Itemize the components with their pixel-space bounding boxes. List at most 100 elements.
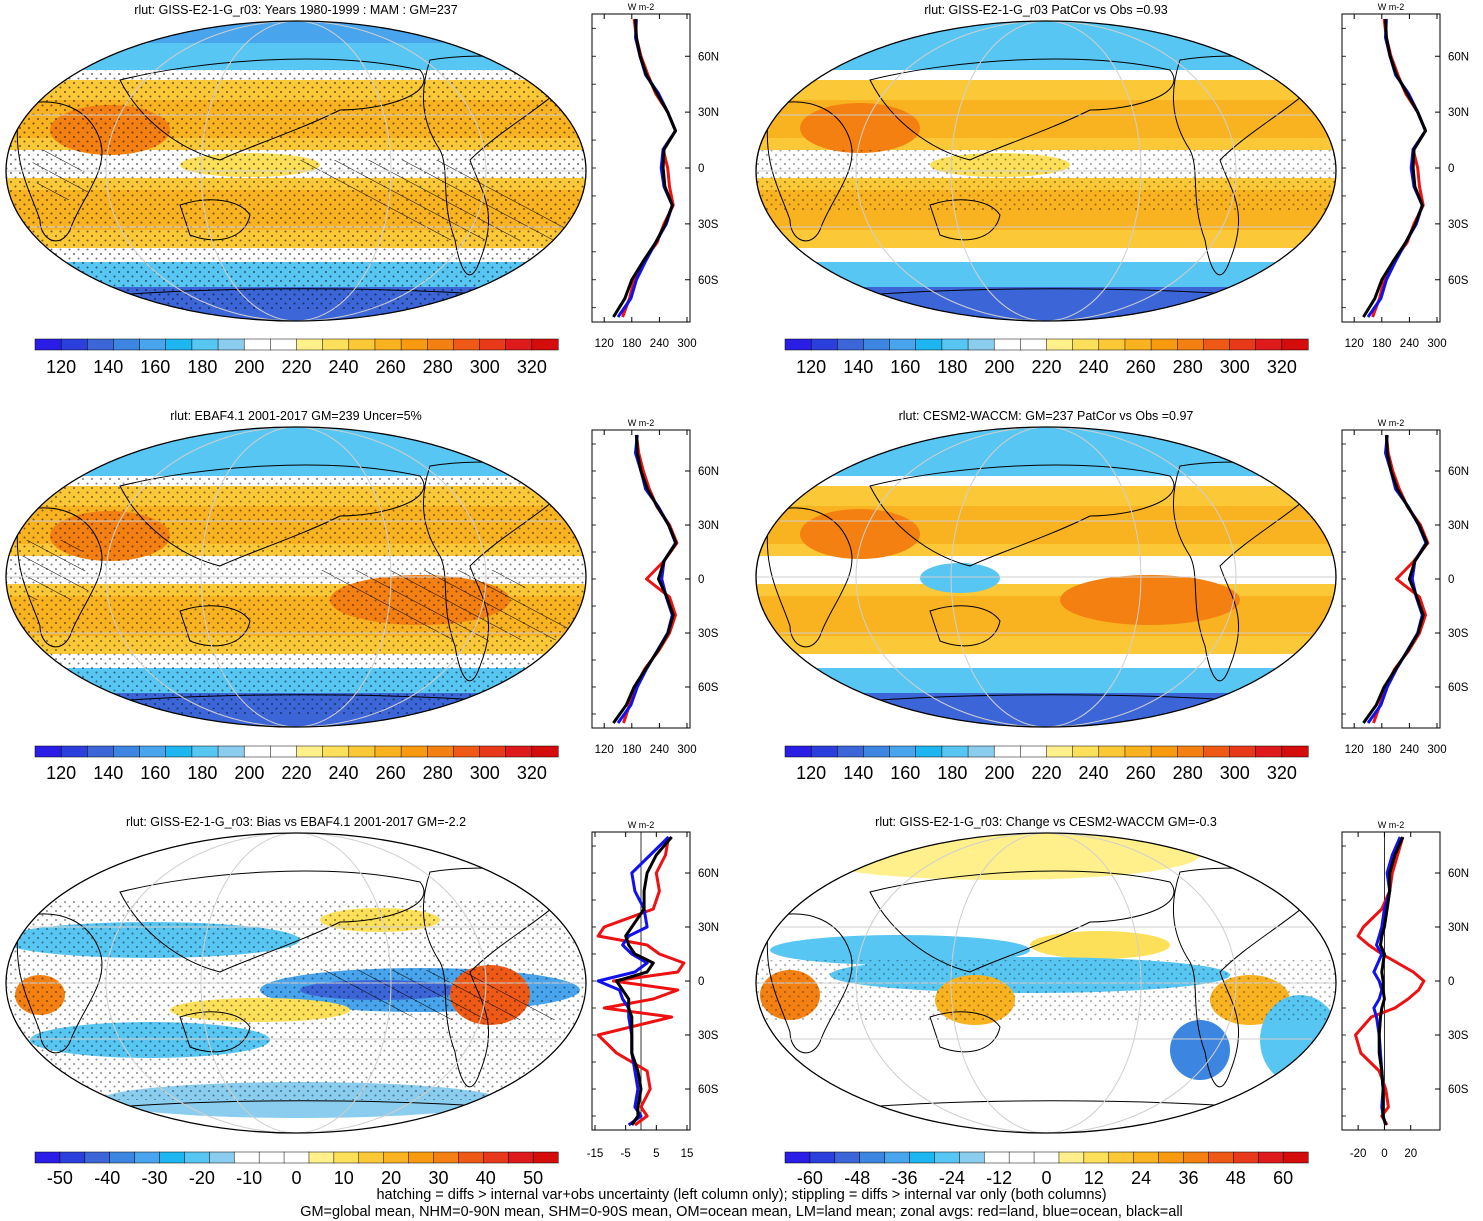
- colorbar-swatch: [1229, 745, 1257, 758]
- zonal-line-ocean: [596, 835, 670, 1127]
- colorbar-swatch: [1072, 745, 1100, 758]
- colorbar-swatch: [834, 1151, 861, 1164]
- colorbar-swatch: [427, 338, 454, 351]
- panel-3-zonal-unit: W m-2: [628, 418, 655, 428]
- colorbar-swatch: [1046, 338, 1074, 351]
- zonal-x-tick-label: 120: [1345, 744, 1364, 756]
- colorbar-tick-label: 220: [1031, 357, 1061, 377]
- colorbar-tick-label: 260: [376, 357, 406, 377]
- zonal-x-tick-label: 15: [681, 1148, 694, 1160]
- colorbar-tick-label: 120: [46, 357, 76, 377]
- colorbar-tick-label: 40: [476, 1168, 496, 1188]
- colorbar-tick-label: 24: [1131, 1168, 1151, 1188]
- colorbar-swatch: [453, 338, 481, 351]
- colorbar-tick-label: 180: [937, 357, 967, 377]
- colorbar-swatch: [34, 338, 62, 351]
- zonal-lat-label: 30S: [698, 1030, 719, 1042]
- zonal-x-tick-label: 180: [1372, 338, 1391, 350]
- colorbar-tick-label: 280: [1173, 357, 1203, 377]
- colorbar-tick-label: 180: [187, 763, 217, 783]
- colorbar-swatch: [296, 745, 324, 758]
- panel-6-title: rlut: GISS-E2-1-G_r03: Change vs CESM2-W…: [875, 815, 1217, 829]
- colorbar-swatch: [1150, 745, 1178, 758]
- panel-5-zonal-unit: W m-2: [628, 820, 655, 830]
- zonal-lat-label: 60N: [698, 466, 719, 478]
- zonal-lat-label: 30N: [698, 922, 719, 934]
- colorbar-tick-label: -12: [986, 1168, 1012, 1188]
- footer-note-hatching: hatching = diffs > internal var+obs unce…: [376, 1187, 1107, 1203]
- colorbar-swatch: [483, 1151, 509, 1164]
- colorbar-swatch: [507, 1151, 534, 1164]
- panel-4-map: [756, 427, 1336, 727]
- colorbar-swatch: [383, 1151, 410, 1164]
- colorbar-swatch: [270, 745, 298, 758]
- colorbar-swatch: [810, 745, 838, 758]
- panel-5-map: [6, 833, 586, 1133]
- colorbar-tick-label: 300: [470, 763, 500, 783]
- colorbar-tick-label: 320: [517, 763, 547, 783]
- colorbar-swatch: [322, 338, 350, 351]
- colorbar-swatch: [59, 1151, 86, 1164]
- panel-5-title: rlut: GISS-E2-1-G_r03: Bias vs EBAF4.1 2…: [126, 815, 466, 829]
- colorbar-swatch: [433, 1151, 459, 1164]
- zonal-line-land: [622, 434, 679, 724]
- panel-1-title: rlut: GISS-E2-1-G_r03: Years 1980-1999 :…: [134, 3, 457, 17]
- colorbar-tick-label: 120: [46, 763, 76, 783]
- colorbar-swatch: [139, 745, 167, 758]
- colorbar-swatch: [1020, 745, 1048, 758]
- zonal-lat-label: 30S: [698, 628, 719, 640]
- colorbar-tick-label: 50: [523, 1168, 543, 1188]
- colorbar-tick-label: 140: [843, 357, 873, 377]
- colorbar-swatch: [34, 1151, 61, 1164]
- zonal-lat-label: 60N: [1448, 51, 1469, 63]
- colorbar-swatch: [983, 1151, 1010, 1164]
- colorbar-tick-label: -60: [797, 1168, 823, 1188]
- zonal-x-tick-label: -15: [587, 1148, 604, 1160]
- colorbar-tick-label: 30: [428, 1168, 448, 1188]
- colorbar-swatch: [217, 745, 245, 758]
- colorbar-swatch: [1124, 338, 1152, 351]
- panel-6-zonal-plot: W m-2 60N 30N 0 30S 60S -20 0 20: [1341, 820, 1469, 1160]
- zonal-lat-label: 60N: [698, 868, 719, 880]
- colorbar-tick-label: -50: [47, 1168, 73, 1188]
- colorbar-swatch: [1072, 338, 1100, 351]
- panel-1: rlut: GISS-E2-1-G_r03: Years 1980-1999 :…: [5, 2, 719, 377]
- zonal-lat-label: 30S: [1448, 219, 1469, 231]
- colorbar-tick-label: -10: [236, 1168, 262, 1188]
- zonal-lat-label: 60S: [1448, 1084, 1469, 1096]
- colorbar-swatch: [889, 745, 917, 758]
- colorbar-swatch: [1208, 1151, 1234, 1164]
- colorbar-swatch: [784, 338, 812, 351]
- zonal-x-tick-label: 300: [677, 744, 696, 756]
- colorbar-swatch: [1177, 338, 1204, 351]
- colorbar-swatch: [1083, 1151, 1110, 1164]
- colorbar-swatch: [941, 338, 969, 351]
- colorbar-swatch: [1020, 338, 1048, 351]
- colorbar-tick-label: 240: [329, 763, 359, 783]
- colorbar-swatch: [1282, 1151, 1309, 1164]
- colorbar-tick-label: 0: [1041, 1168, 1051, 1188]
- colorbar-swatch: [1257, 1151, 1284, 1164]
- colorbar-swatch: [233, 1151, 260, 1164]
- colorbar-tick-label: 300: [470, 357, 500, 377]
- panel-1-colorbar: 120 140 160 180 200 220 240 260 280 300 320: [34, 338, 559, 377]
- panel-4-title: rlut: CESM2-WACCM: GM=237 PatCor vs Obs …: [899, 409, 1194, 423]
- panel-2-colorbar: 120 140 160 180 200 220 240 260 280 300 320: [784, 338, 1309, 377]
- colorbar-tick-label: 220: [281, 763, 311, 783]
- colorbar-swatch: [322, 745, 350, 758]
- colorbar-swatch: [113, 745, 141, 758]
- zonal-x-tick-label: 120: [595, 744, 614, 756]
- zonal-lat-label: 0: [1448, 163, 1454, 175]
- colorbar-swatch: [1255, 338, 1283, 351]
- colorbar-tick-label: 220: [1031, 763, 1061, 783]
- zonal-x-tick-label: 300: [677, 338, 696, 350]
- colorbar-swatch: [165, 338, 193, 351]
- colorbar-tick-label: 280: [423, 763, 453, 783]
- panel-3-colorbar: 120 140 160 180 200 220 240 260 280 300 320: [34, 745, 559, 783]
- colorbar-swatch: [884, 1151, 911, 1164]
- zonal-lat-label: 60S: [1448, 275, 1469, 287]
- zonal-x-tick-label: -5: [621, 1148, 631, 1160]
- zonal-lat-label: 0: [698, 976, 704, 988]
- colorbar-swatch: [1008, 1151, 1035, 1164]
